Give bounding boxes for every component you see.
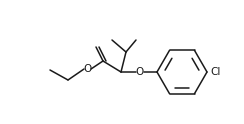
Text: Cl: Cl	[210, 67, 220, 77]
Text: O: O	[136, 67, 144, 77]
Text: O: O	[84, 64, 92, 74]
